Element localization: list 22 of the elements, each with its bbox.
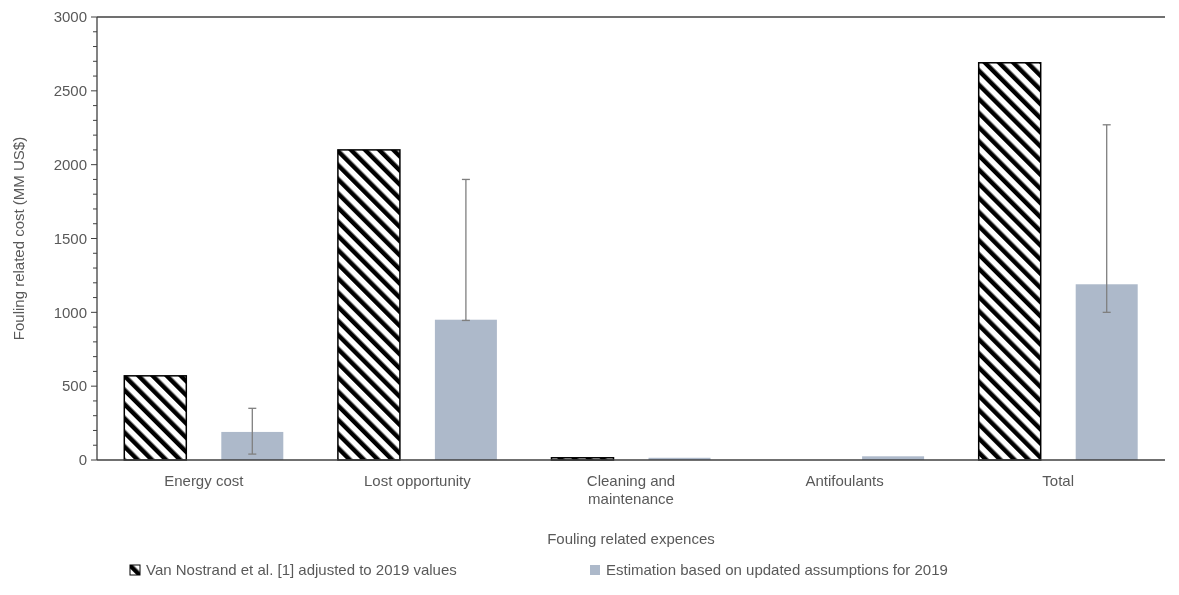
y-tick-label: 500 [61, 377, 87, 395]
y-axis-title: Fouling related cost (MM US$) [10, 136, 27, 341]
y-tick-label: 3000 [53, 8, 87, 26]
bar [123, 375, 188, 461]
bar [977, 62, 1042, 461]
x-axis-title: Fouling related expences [547, 530, 715, 547]
y-tick-label: 0 [78, 451, 87, 469]
bar [434, 319, 497, 460]
x-tick-label: Antifoulants [805, 472, 884, 489]
x-tick-label: Lost opportunity [364, 472, 472, 489]
x-tick-label: Total [1042, 472, 1075, 489]
y-tick-label: 1500 [53, 229, 87, 247]
bar [1075, 284, 1138, 460]
legend-label: Van Nostrand et al. [1] adjusted to 2019 values [146, 561, 457, 578]
x-tick-label: Cleaning and maintenance [586, 472, 676, 507]
bar [337, 149, 401, 461]
y-tick-label: 2000 [53, 155, 87, 173]
y-tick-label: 2500 [53, 82, 87, 100]
y-tick-label: 1000 [53, 303, 87, 321]
x-tick-label: Energy cost [164, 472, 245, 489]
bar [221, 431, 284, 460]
legend-label: Estimation based on updated assumptions for 2019 [606, 561, 948, 578]
